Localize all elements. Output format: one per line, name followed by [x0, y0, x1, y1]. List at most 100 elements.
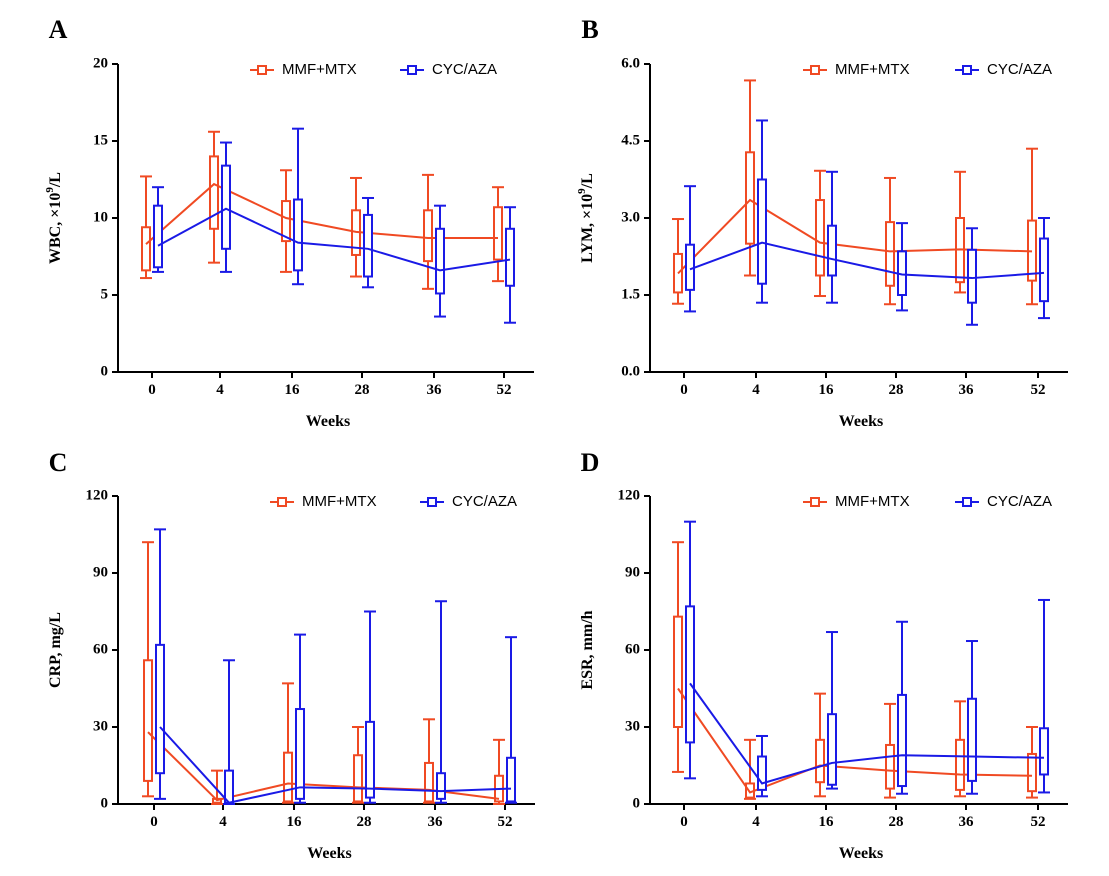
box-iqr	[745, 151, 755, 245]
legend-swatch-box	[427, 497, 437, 507]
y-tick-label: 90	[625, 564, 640, 580]
panel-a: A 0 5 10 15 20 0 4 16 28 36 52 Weeks WBC, ×109/L MMF+M…	[44, 15, 534, 430]
x-tick-label: 0	[680, 814, 688, 830]
y-tick-label: 10	[93, 209, 108, 225]
x-tick-label: 28	[357, 814, 372, 830]
box-iqr	[424, 761, 434, 803]
x-tick-label: 4	[752, 382, 760, 398]
y-axis-title: ESR, mm/h	[579, 610, 596, 689]
legend-label: MMF+MTX	[835, 61, 910, 78]
box-iqr	[493, 206, 503, 261]
x-tick-label: 0	[150, 814, 158, 830]
box-iqr	[436, 772, 446, 800]
x-tick-label: 52	[497, 382, 512, 398]
y-tick-label: 1.5	[621, 286, 640, 302]
legend-swatch-box	[962, 65, 972, 75]
x-tick-label: 52	[1031, 814, 1046, 830]
box-iqr	[224, 769, 234, 804]
series-mmf-mtx	[672, 541, 1038, 800]
x-tick-label: 28	[889, 382, 904, 398]
box-iqr	[815, 199, 825, 277]
x-tick-label: 16	[819, 382, 835, 398]
box-iqr	[293, 198, 303, 272]
panel-b: B 0.0 1.5 3.0 4.5 6.0 0 4 16 28 36 52 Weeks LYM, ×109…	[576, 15, 1068, 430]
y-tick-label: 60	[93, 641, 108, 657]
series-mmf-mtx	[140, 130, 504, 290]
x-tick-label: 4	[216, 382, 224, 398]
legend-swatch-box	[962, 497, 972, 507]
x-tick-label: 36	[959, 814, 975, 830]
legend-label: CYC/AZA	[432, 61, 497, 78]
box-iqr	[153, 204, 163, 269]
legend-swatch-box	[810, 497, 820, 507]
y-tick-label: 30	[625, 718, 640, 734]
box-iqr	[827, 713, 837, 786]
box-iqr	[283, 751, 293, 803]
y-axis-title: WBC, ×109/L	[44, 172, 64, 264]
x-axis-title: Weeks	[839, 845, 883, 862]
series-cyc-aza	[154, 528, 517, 805]
legend-swatch-box	[257, 65, 267, 75]
series-mmf-mtx	[672, 79, 1038, 306]
x-tick-label: 36	[427, 382, 443, 398]
y-tick-label: 15	[93, 132, 108, 148]
box-iqr	[897, 693, 907, 788]
x-tick-label: 52	[498, 814, 513, 830]
box-iqr	[435, 227, 445, 295]
series-line	[145, 182, 498, 245]
box-iqr	[281, 200, 291, 243]
x-tick-label: 4	[219, 814, 227, 830]
box-iqr	[353, 754, 363, 803]
legend-label: CYC/AZA	[452, 493, 517, 510]
legend-swatch-box	[407, 65, 417, 75]
box-iqr	[143, 659, 153, 782]
box-iqr	[141, 226, 151, 272]
y-tick-label: 90	[93, 564, 108, 580]
x-axis-title: Weeks	[307, 845, 351, 862]
series-line	[157, 207, 511, 272]
x-tick-label: 16	[285, 382, 301, 398]
legend-label: CYC/AZA	[987, 61, 1052, 78]
x-axis-title: Weeks	[306, 413, 350, 430]
series-cyc-aza	[684, 520, 1050, 798]
x-tick-label: 36	[428, 814, 444, 830]
box-iqr	[209, 155, 219, 230]
y-tick-label: 20	[93, 55, 108, 71]
box-iqr	[757, 178, 767, 285]
x-tick-label: 28	[355, 382, 370, 398]
box-iqr	[827, 224, 837, 277]
y-tick-label: 4.5	[621, 132, 640, 148]
legend: MMF+MTX CYC/AZA	[250, 61, 497, 78]
series-line	[689, 241, 1045, 280]
box-iqr	[1039, 237, 1049, 303]
box-iqr	[155, 643, 165, 775]
panel-letter: A	[49, 15, 68, 44]
box-iqr	[221, 164, 231, 250]
box-iqr	[685, 605, 695, 744]
box-iqr	[815, 738, 825, 784]
legend: MMF+MTX CYC/AZA	[803, 61, 1052, 78]
x-tick-label: 52	[1031, 382, 1046, 398]
y-axis-title: CRP, mg/L	[47, 612, 64, 688]
series-cyc-aza	[152, 127, 516, 324]
series-line	[147, 731, 500, 802]
series-line	[677, 198, 1033, 275]
legend-swatch-box	[810, 65, 820, 75]
y-tick-label: 0	[633, 795, 641, 811]
box-iqr	[757, 755, 767, 791]
y-tick-label: 0	[101, 363, 109, 379]
box-iqr	[1027, 752, 1037, 793]
box-iqr	[885, 743, 895, 790]
x-axis-title: Weeks	[839, 413, 883, 430]
legend-label: CYC/AZA	[987, 493, 1052, 510]
box-iqr	[506, 756, 516, 803]
panel-letter: D	[581, 448, 600, 477]
box-iqr	[955, 738, 965, 791]
panel-c: C 0 30 60 90 120 0 4 16 28 36 52 Weeks CRP, mg/L MMF+M…	[47, 448, 535, 862]
x-tick-label: 28	[889, 814, 904, 830]
y-axis-title: LYM, ×109/L	[576, 173, 596, 263]
panel-letter: B	[581, 15, 598, 44]
box-iqr	[423, 209, 433, 263]
box-iqr	[885, 221, 895, 287]
